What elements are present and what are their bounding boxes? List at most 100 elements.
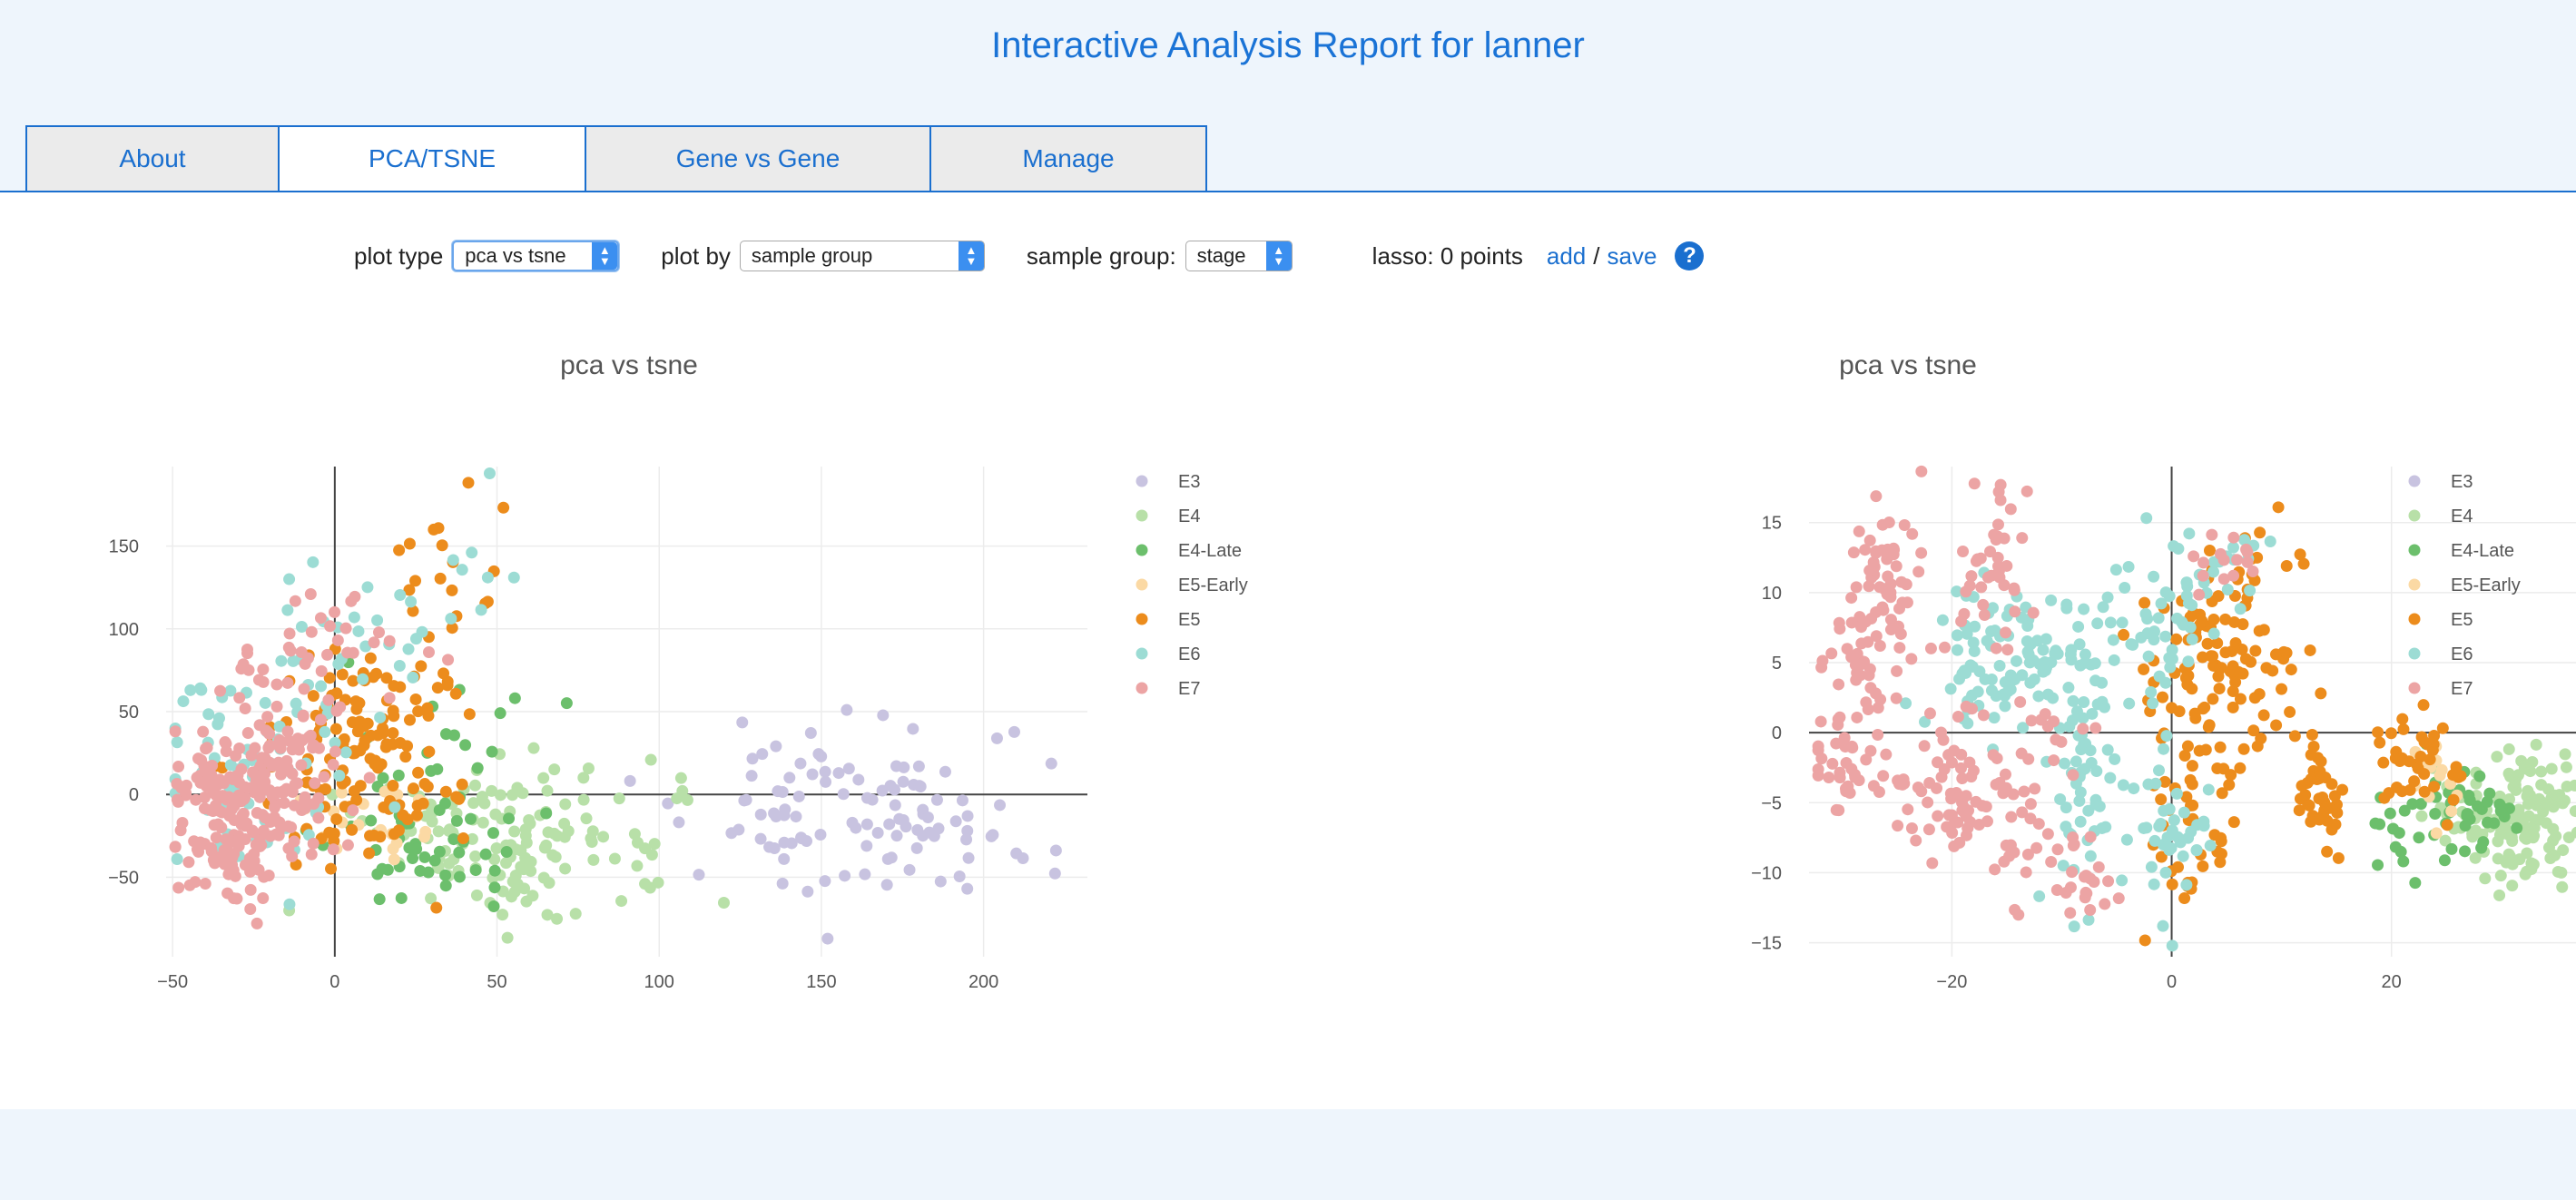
scatter-point-e6[interactable] — [374, 711, 387, 723]
scatter-point-e7[interactable] — [2032, 818, 2045, 831]
scatter-point-e6[interactable] — [2090, 765, 2103, 778]
scatter-point-e7[interactable] — [1892, 820, 1904, 832]
scatter-point-e7[interactable] — [281, 725, 294, 738]
scatter-point-e5[interactable] — [2138, 596, 2151, 609]
scatter-point-e7[interactable] — [1898, 518, 1911, 531]
scatter-point-e7[interactable] — [2004, 503, 2017, 516]
scatter-point-e6[interactable] — [483, 467, 496, 480]
scatter-point-e4[interactable] — [2535, 796, 2548, 809]
scatter-point-e6[interactable] — [2152, 612, 2165, 625]
scatter-point-e6[interactable] — [2022, 636, 2035, 649]
scatter-point-e4[interactable] — [541, 784, 554, 797]
scatter-point-e7[interactable] — [341, 839, 354, 851]
scatter-point-e7[interactable] — [1932, 810, 1944, 822]
scatter-point-e6[interactable] — [307, 556, 320, 568]
scatter-point-e6[interactable] — [2033, 658, 2046, 671]
scatter-point-e5[interactable] — [2436, 722, 2449, 734]
scatter-point-e4-late[interactable] — [439, 728, 452, 741]
scatter-point-e7[interactable] — [1823, 771, 1835, 783]
scatter-point-e3[interactable] — [860, 840, 873, 852]
scatter-point-e4[interactable] — [2569, 779, 2576, 792]
scatter-point-e7[interactable] — [231, 892, 243, 905]
scatter-point-e4[interactable] — [2415, 810, 2428, 822]
scatter-point-e5[interactable] — [363, 847, 376, 860]
scatter-point-e7[interactable] — [1992, 560, 2005, 573]
scatter-point-e5[interactable] — [2181, 740, 2194, 752]
scatter-point-e7[interactable] — [1894, 627, 1907, 640]
scatter-point-e7[interactable] — [251, 917, 263, 930]
scatter-point-e4[interactable] — [551, 912, 564, 925]
scatter-point-e7[interactable] — [1978, 609, 1991, 622]
scatter-point-e3[interactable] — [903, 863, 916, 876]
scatter-point-e4[interactable] — [2549, 789, 2561, 802]
scatter-point-e7[interactable] — [2025, 714, 2038, 727]
scatter-point-e5[interactable] — [2138, 663, 2150, 675]
legend-label[interactable]: E4-Late — [1178, 541, 1242, 561]
scatter-point-e6[interactable] — [416, 625, 428, 638]
scatter-point-e7[interactable] — [1863, 580, 1875, 593]
legend-label[interactable]: E7 — [2451, 679, 2473, 699]
scatter-point-e4[interactable] — [577, 793, 590, 806]
scatter-point-e3[interactable] — [1017, 851, 1029, 864]
scatter-point-e6[interactable] — [394, 589, 407, 602]
scatter-point-e7[interactable] — [2004, 839, 2017, 851]
scatter-point-e7[interactable] — [2030, 841, 2043, 854]
scatter-point-e6[interactable] — [2089, 657, 2101, 670]
scatter-point-e7[interactable] — [1971, 553, 1984, 566]
scatter-point-e7[interactable] — [2227, 531, 2240, 544]
scatter-point-e5[interactable] — [2301, 777, 2314, 790]
scatter-point-e5[interactable] — [2428, 730, 2441, 743]
scatter-point-e5[interactable] — [2214, 741, 2227, 753]
scatter-point-e4[interactable] — [470, 889, 483, 901]
scatter-point-e3[interactable] — [754, 808, 767, 821]
scatter-point-e7[interactable] — [213, 773, 226, 786]
scatter-point-e5[interactable] — [409, 575, 422, 587]
scatter-point-e4[interactable] — [2492, 835, 2504, 848]
scatter-point-e7[interactable] — [1849, 771, 1862, 783]
scatter-point-e7[interactable] — [1833, 616, 1845, 629]
scatter-point-e7[interactable] — [2050, 733, 2062, 746]
scatter-point-e6[interactable] — [2164, 661, 2177, 674]
scatter-point-e5[interactable] — [446, 584, 458, 596]
scatter-point-e6[interactable] — [1944, 683, 1957, 695]
scatter-point-e3[interactable] — [960, 833, 973, 846]
scatter-point-e7[interactable] — [2206, 528, 2218, 541]
scatter-point-e3[interactable] — [889, 783, 901, 796]
legend-marker[interactable] — [1136, 475, 1148, 487]
scatter-point-e6[interactable] — [2234, 603, 2247, 615]
scatter-point-e7[interactable] — [1999, 768, 2011, 781]
scatter-point-e6[interactable] — [2180, 879, 2193, 891]
scatter-point-e7[interactable] — [197, 725, 210, 738]
scatter-point-e7[interactable] — [244, 883, 257, 896]
scatter-point-e4[interactable] — [615, 895, 628, 908]
scatter-point-e6[interactable] — [2109, 564, 2122, 576]
scatter-point-e7[interactable] — [263, 739, 276, 752]
scatter-point-e7[interactable] — [1957, 545, 1970, 557]
scatter-point-e4[interactable] — [628, 828, 641, 841]
scatter-point-e4[interactable] — [582, 762, 595, 775]
scatter-point-e7[interactable] — [232, 789, 245, 802]
scatter-point-e6[interactable] — [2082, 913, 2095, 926]
plot-by-select[interactable]: sample group ▲ ▼ — [739, 241, 985, 271]
scatter-point-e5[interactable] — [2321, 845, 2334, 858]
scatter-point-e7[interactable] — [1839, 741, 1852, 753]
scatter-point-e6[interactable] — [2127, 638, 2139, 651]
scatter-point-e4[interactable] — [2527, 831, 2540, 844]
scatter-point-e4-late[interactable] — [2429, 808, 2442, 821]
scatter-point-e7[interactable] — [263, 727, 276, 740]
scatter-point-e7[interactable] — [2241, 546, 2254, 558]
scatter-point-e3[interactable] — [837, 788, 850, 801]
scatter-point-e5[interactable] — [2245, 655, 2257, 668]
scatter-point-e7[interactable] — [169, 725, 182, 738]
scatter-point-e5[interactable] — [401, 740, 414, 752]
scatter-point-e4[interactable] — [2466, 831, 2479, 843]
scatter-point-e5[interactable] — [2336, 783, 2349, 796]
scatter-point-e4[interactable] — [2560, 761, 2572, 773]
scatter-point-e7[interactable] — [1855, 658, 1868, 671]
scatter-point-e3[interactable] — [624, 774, 636, 787]
scatter-point-e6[interactable] — [177, 695, 190, 708]
scatter-point-e7[interactable] — [1997, 787, 2010, 800]
scatter-point-e5[interactable] — [2297, 557, 2310, 570]
scatter-point-e3[interactable] — [821, 932, 834, 945]
scatter-point-e5[interactable] — [2395, 785, 2408, 798]
